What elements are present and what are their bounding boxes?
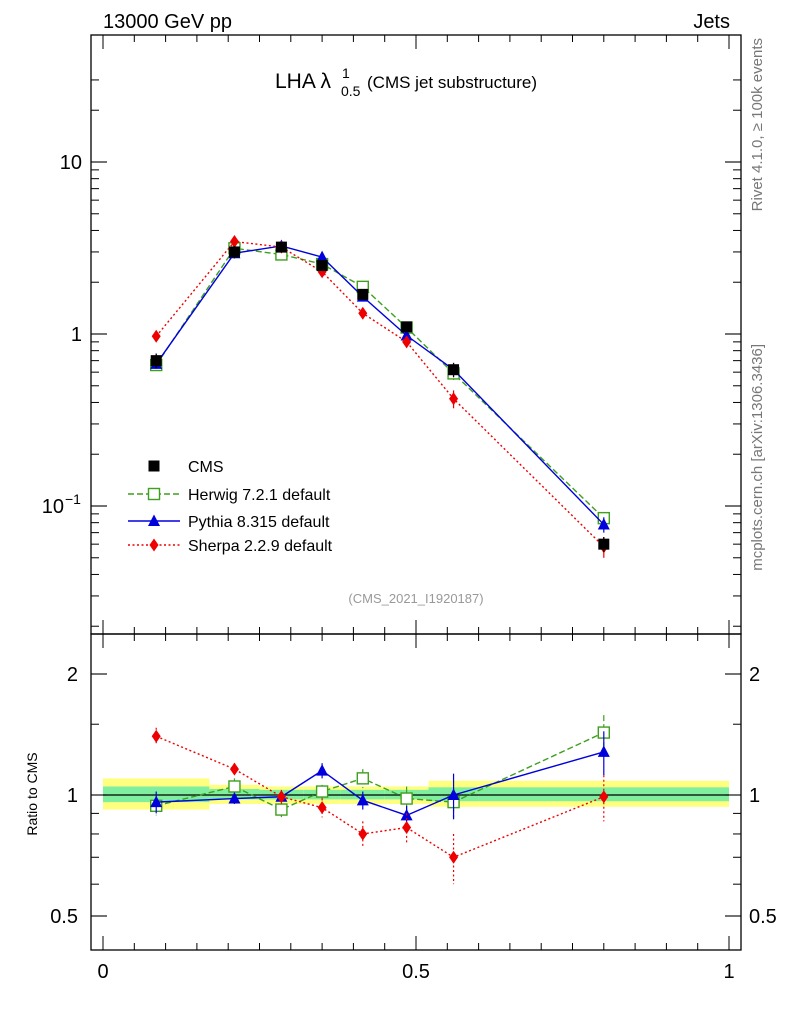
analysis-id: (CMS_2021_I1920187) [348, 591, 483, 606]
legend-label: Herwig 7.2.1 default [188, 487, 331, 504]
legend-marker [147, 487, 161, 501]
ratio-series-point [317, 801, 327, 815]
legend-marker [149, 538, 159, 552]
ratio-series-point [228, 792, 241, 804]
legend: CMS Herwig 7.2.1 default Pythia 8.315 defa… [128, 459, 333, 555]
ratio-series-point [316, 764, 329, 776]
legend-label: Sherpa 2.2.9 default [188, 538, 333, 555]
legend-marker [148, 514, 160, 526]
ratio-y-tick-label-right: 2 [749, 664, 760, 686]
series-point [400, 329, 413, 341]
ratio-y-tick-label: 2 [67, 664, 78, 686]
series-line [155, 245, 605, 526]
ratio-series-point [151, 729, 161, 743]
ratio-series-point [276, 790, 286, 804]
ratio-frame [90, 633, 742, 951]
ratio-series-point [402, 821, 412, 835]
title-main: LHA λ [275, 70, 332, 93]
data-point [357, 288, 369, 300]
series-line [155, 247, 605, 519]
ratio-y-tick-label: 0.5 [50, 906, 78, 928]
ratio-series-line [155, 735, 605, 859]
y-tick-exponent: −1 [65, 491, 81, 507]
x-tick-label: 0 [97, 961, 108, 983]
plot-title: LHA λ 1 0.5 (CMS jet substructure) [275, 65, 537, 99]
ratio-series-point [275, 803, 288, 816]
x-tick-label: 1 [723, 961, 734, 983]
series-point [229, 234, 239, 248]
title-sup: 1 [342, 65, 350, 81]
header-right: Jets [693, 11, 730, 33]
header-left: 13000 GeV pp [103, 11, 232, 33]
series-point [597, 518, 610, 530]
data-point [275, 241, 287, 253]
series-point [449, 392, 459, 406]
legend-marker [148, 460, 160, 472]
data-point [448, 364, 460, 376]
ratio-series-point [315, 785, 329, 798]
rivet-label: Rivet 4.1.0, ≥ 100k events [749, 38, 766, 211]
data-point [401, 321, 413, 333]
title-suffix: (CMS jet substructure) [367, 73, 537, 92]
ratio-series-point [449, 850, 459, 864]
ratio-series-point [599, 790, 609, 804]
ratio-series-point [356, 772, 369, 785]
series-point [316, 250, 329, 263]
series-point [358, 306, 368, 320]
y-tick-label: 10 [60, 152, 82, 174]
ratio-y-tick-label-right: 1 [749, 785, 760, 807]
ratio-ylabel: Ratio to CMS [24, 752, 40, 835]
data-point [316, 260, 328, 272]
ratio-y-tick-label: 1 [67, 785, 78, 807]
ratio-series-line [156, 751, 604, 817]
legend-label: Pythia 8.315 default [188, 514, 330, 531]
ratio-series-point [597, 745, 610, 757]
ratio-series-point [358, 827, 368, 841]
ratio-series-point [400, 792, 413, 805]
data-point [228, 246, 240, 258]
ratio-y-tick-label-right: 0.5 [749, 906, 777, 928]
x-tick-label: 0.5 [402, 961, 430, 983]
legend-label: CMS [188, 459, 224, 476]
series-point [402, 335, 412, 349]
y-tick-label: 10 [42, 496, 64, 518]
series-point [151, 329, 161, 343]
ratio-series-point [447, 788, 460, 800]
data-point [598, 538, 610, 550]
series-line [155, 240, 605, 548]
mcplots-label: mcplots.cern.ch [arXiv:1306.3436] [749, 344, 766, 571]
data-point [150, 355, 162, 367]
ratio-series-point [150, 795, 163, 808]
ratio-series-point [229, 762, 239, 776]
ratio-series-point [356, 793, 369, 806]
y-tick-label: 1 [71, 324, 82, 346]
ratio-series-point [228, 780, 241, 793]
title-sub: 0.5 [341, 83, 361, 99]
